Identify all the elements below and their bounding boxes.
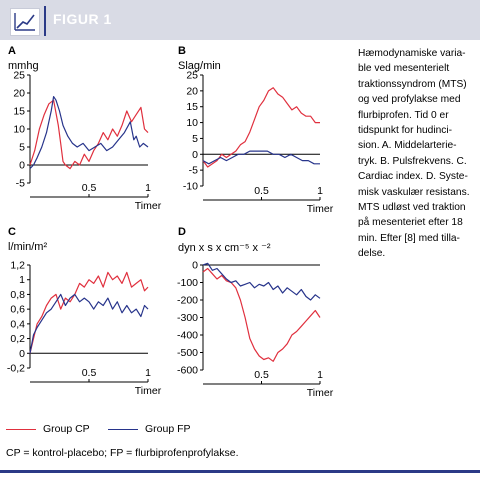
panel-a-ytick-label: 10 <box>13 124 25 136</box>
panel-b-ytick-label: 5 <box>192 133 198 145</box>
panel-a-letter: A <box>8 45 16 57</box>
panel-c-series-fp <box>29 293 149 354</box>
panel-c-ytick-label: 1 <box>19 274 25 286</box>
caption-line: flurbiprofen. Tid 0 er <box>358 109 449 121</box>
figure-caption: Hæmodynamiske varia-ble ved mesenterielt… <box>358 46 480 262</box>
panel-c-xtick-label: 0.5 <box>82 367 97 379</box>
panel-d-ytick-label: -600 <box>177 365 198 377</box>
panel-b-xtick-label: 1 <box>317 185 323 197</box>
panel-a-ytick-label: 15 <box>13 106 25 118</box>
legend-swatch-fp <box>108 429 138 430</box>
panel-b-ytick-label: 25 <box>186 70 198 82</box>
panel-b-xtick-label: 0.5 <box>254 185 269 197</box>
panel-b-ytick-label: 20 <box>186 85 198 97</box>
caption-line: Hæmodynamiske varia- <box>358 48 466 59</box>
caption-line: tryk. B. Pulsfrekvens. C. <box>358 155 467 167</box>
panel-d-ytick-label: -500 <box>177 347 198 359</box>
legend-swatch-cp <box>6 429 36 430</box>
panel-a-ylabel: mmhg <box>8 60 39 72</box>
caption-line: og ved profylakse med <box>358 94 461 106</box>
caption-line: Cardiac index. D. Syste- <box>358 171 468 183</box>
panel-b-ylabel: Slag/min <box>178 60 221 72</box>
panel-b-ytick-label: -5 <box>189 165 198 177</box>
panel-c-ytick-label: 1,2 <box>10 260 25 272</box>
header-separator <box>44 6 46 36</box>
panel-a-series-fp <box>29 95 149 170</box>
panel-d-series-fp <box>202 262 321 301</box>
panel-c-ytick-label: 0,6 <box>10 304 25 316</box>
panel-c-ytick-label: 0,4 <box>10 318 25 330</box>
panel-c-xlabel: Timer <box>135 385 162 397</box>
figure-title: FIGUR 1 <box>53 11 112 27</box>
panel-a-ytick-label: 5 <box>19 142 25 154</box>
panel-c-series-cp <box>29 271 149 354</box>
panel-a-xtick-label: 0.5 <box>82 182 97 194</box>
panel-c-ytick-label: 0,8 <box>10 289 25 301</box>
caption-line: MTS udløst ved traktion <box>358 202 466 214</box>
panel-b-ytick-label: 0 <box>192 149 198 161</box>
panel-c-letter: C <box>8 226 16 238</box>
panel-a-xtick-label: 1 <box>145 182 151 194</box>
caption-line: på mesenteriet efter 18 <box>358 217 463 229</box>
caption-line: ble ved mesenterielt <box>358 63 450 75</box>
panel-d-xtick-label: 0.5 <box>254 369 269 381</box>
panel-b-ytick-label: 15 <box>186 101 198 113</box>
panel-b-letter: B <box>178 45 186 57</box>
caption-line: traktionssyndrom (MTS) <box>358 78 467 90</box>
panel-c-xtick-label: 1 <box>145 367 151 379</box>
line-chart-icon <box>10 8 40 36</box>
legend-label-fp: Group FP <box>145 423 191 435</box>
panel-d-ytick-label: -100 <box>177 277 198 289</box>
caption-line: min. Efter [8] med tilla- <box>358 232 460 244</box>
bottom-rule <box>0 470 480 473</box>
caption-line: misk vaskulær resistans. <box>358 186 470 198</box>
panel-d-xtick-label: 1 <box>317 369 323 381</box>
legend-label-cp: Group CP <box>43 423 90 435</box>
panel-b-xlabel: Timer <box>307 203 334 215</box>
panel-c-ytick-label: 0 <box>19 348 25 360</box>
panel-c-ytick-label: -0,2 <box>7 363 25 375</box>
panel-a-ytick-label: 25 <box>13 70 25 82</box>
caption-line: sion. A. Middelarterie- <box>358 140 457 152</box>
panel-d-ytick-label: 0 <box>192 260 198 272</box>
panel-a-ytick-label: 20 <box>13 88 25 100</box>
footnote: CP = kontrol-placebo; FP = flurbiprofenp… <box>6 447 239 459</box>
panel-a-xlabel: Timer <box>135 200 162 212</box>
panel-d-ytick-label: -400 <box>177 330 198 342</box>
panel-d-ytick-label: -300 <box>177 312 198 324</box>
panel-d-xlabel: Timer <box>307 387 334 399</box>
panel-b-series-fp <box>202 150 320 165</box>
figure-header: FIGUR 1 <box>0 0 480 40</box>
panel-b-series-cp <box>202 87 320 168</box>
panel-a-series-cp <box>29 99 149 170</box>
panel-c-ylabel: l/min/m² <box>8 241 48 253</box>
legend-item-cp: Group CP <box>6 423 126 437</box>
panel-d-ylabel: dyn x s x cm⁻⁵ x ⁻² <box>178 242 271 254</box>
panel-c-ytick-label: 0,2 <box>10 333 25 345</box>
caption-line: delse. <box>358 248 386 260</box>
legend-item-fp: Group FP <box>108 423 228 437</box>
panel-b-ytick-label: 10 <box>186 117 198 129</box>
panel-d-letter: D <box>178 226 186 238</box>
caption-line: tidspunkt for hudinci- <box>358 125 453 137</box>
panel-d-series-cp <box>202 267 321 362</box>
panel-a-ytick-label: 0 <box>19 160 25 172</box>
panel-a-ytick-label: -5 <box>16 178 25 190</box>
panel-d-ytick-label: -200 <box>177 295 198 307</box>
panel-b-ytick-label: -10 <box>183 181 198 193</box>
